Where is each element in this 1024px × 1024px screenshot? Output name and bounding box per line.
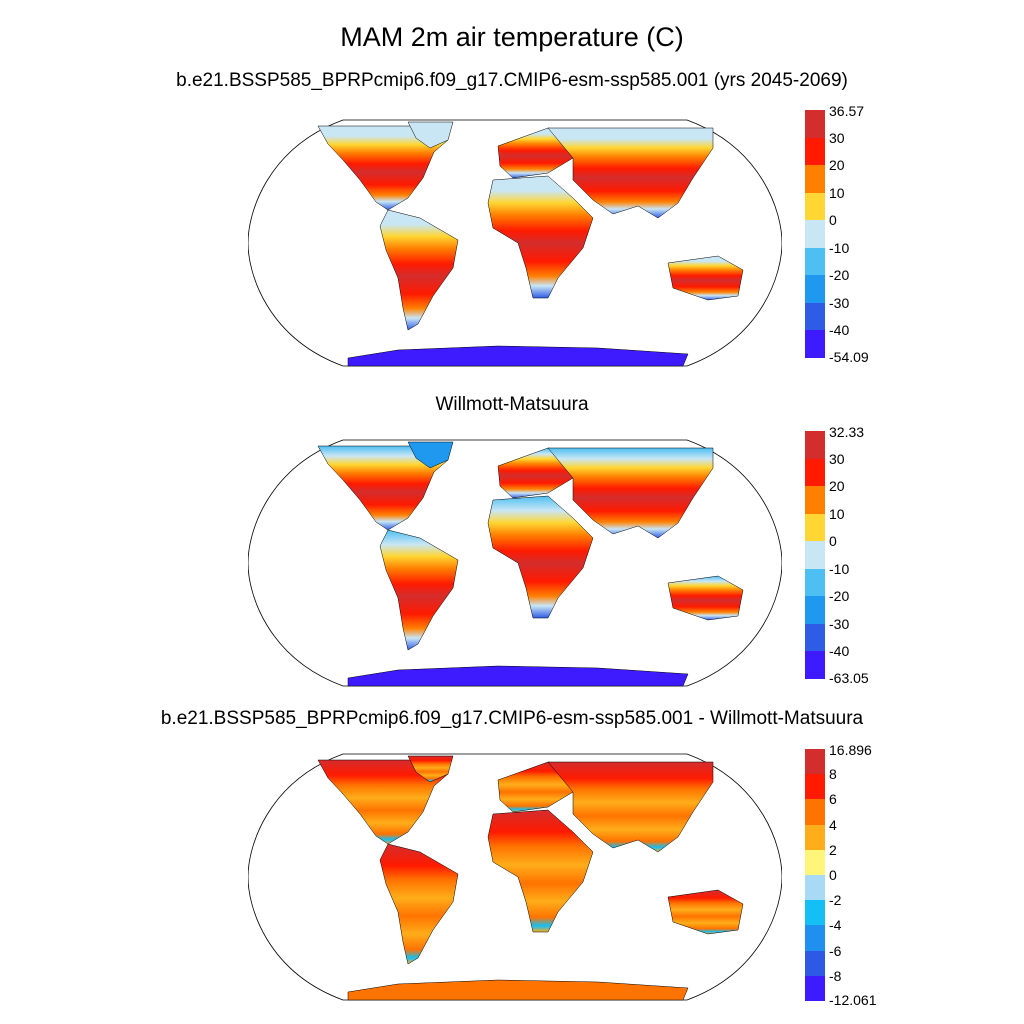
- colorbar-tick-label: 10: [829, 184, 845, 201]
- colorbar-tick-label: 6: [829, 791, 837, 808]
- figure-title: MAM 2m air temperature (C): [340, 22, 684, 52]
- colorbar-tick-label: -2: [829, 892, 842, 909]
- colorbar-segment: [805, 568, 825, 597]
- landmass-australia: [667, 889, 744, 935]
- colorbar-segment: [805, 247, 825, 276]
- colorbar-tick-label: 10: [829, 505, 845, 522]
- colorbar-segment: [805, 975, 825, 1002]
- map-difference: [248, 753, 782, 1001]
- colorbar-segment: [805, 110, 825, 139]
- panel-title-model: b.e21.BSSP585_BPRPcmip6.f09_g17.CMIP6-es…: [176, 70, 848, 91]
- colorbar-tick-label: -40: [829, 643, 850, 660]
- colorbar-tick-label: -30: [829, 615, 850, 632]
- landmass-antarctica: [347, 979, 689, 1001]
- colorbar-tick-label: -30: [829, 294, 850, 311]
- landmass-greenland: [407, 441, 454, 469]
- colorbar-segment: [805, 431, 825, 460]
- colorbar-tick-label: 20: [829, 478, 845, 495]
- landmass-australia: [667, 255, 744, 301]
- colorbar-segment: [805, 596, 825, 625]
- panel-title-diff: b.e21.BSSP585_BPRPcmip6.f09_g17.CMIP6-es…: [160, 708, 864, 729]
- colorbar-segment: [805, 623, 825, 652]
- colorbar-segment: [805, 458, 825, 487]
- colorbar-tick-label: -4: [829, 917, 842, 934]
- landmass-australia: [667, 575, 744, 621]
- colorbar-segment: [805, 541, 825, 570]
- colorbar-tick-label: -40: [829, 322, 850, 339]
- panel-title-obs: Willmott-Matsuura: [435, 394, 589, 415]
- colorbar-segment: [805, 774, 825, 800]
- colorbar-segment: [805, 849, 825, 876]
- landmass-asia: [547, 761, 714, 853]
- colorbar-min-label: -63.05: [829, 670, 869, 686]
- colorbar-segment: [805, 220, 825, 249]
- colorbar-segment: [805, 651, 825, 680]
- colorbar-max-label: 16.896: [829, 742, 872, 758]
- colorbar-tick-label: 20: [829, 157, 845, 174]
- colorbar-max-label: 36.57: [829, 103, 865, 119]
- colorbar-tick-label: 4: [829, 816, 837, 833]
- landmass-antarctica: [347, 345, 689, 367]
- colorbar-segment: [805, 275, 825, 304]
- colorbar-segment: [805, 824, 825, 851]
- colorbar-tick-label: 30: [829, 129, 845, 146]
- colorbar-tick-label: -10: [829, 560, 850, 577]
- colorbar-tick-label: 0: [829, 533, 837, 550]
- colorbar-segment: [805, 137, 825, 166]
- colorbar-tick-label: -8: [829, 967, 842, 984]
- colorbar-segment: [805, 950, 825, 977]
- landmass-africa: [487, 175, 594, 299]
- colorbar-max-label: 32.33: [829, 424, 865, 440]
- colorbar-tick-label: 0: [829, 867, 837, 883]
- landmass-asia: [547, 447, 714, 539]
- colorbar-segment: [805, 799, 825, 826]
- landmass-antarctica: [347, 665, 689, 687]
- colorbar-tick-label: -20: [829, 588, 850, 605]
- landmass-greenland: [407, 755, 454, 783]
- colorbar-model: [805, 110, 825, 359]
- landmass-asia: [547, 127, 714, 219]
- landmass-south-america: [379, 843, 459, 965]
- map-model: [248, 119, 782, 367]
- colorbar-segment: [805, 330, 825, 359]
- colorbar-segment: [805, 749, 825, 775]
- colorbar-segment: [805, 165, 825, 194]
- colorbar-tick-label: 30: [829, 450, 845, 467]
- colorbar-tick-label: 0: [829, 212, 837, 229]
- landmass-africa: [487, 495, 594, 619]
- colorbar-tick-label: -6: [829, 942, 842, 959]
- colorbar-tick-label: 8: [829, 766, 837, 783]
- colorbar-segment: [805, 513, 825, 542]
- colorbar-segment: [805, 302, 825, 331]
- colorbar-tick-label: 2: [829, 841, 837, 858]
- colorbar-tick-label: -20: [829, 267, 850, 284]
- colorbar-segment: [805, 192, 825, 221]
- colorbar-tick-label: -10: [829, 239, 850, 256]
- colorbar-segment: [805, 900, 825, 926]
- landmass-south-america: [379, 529, 459, 651]
- colorbar-observations: [805, 431, 825, 680]
- colorbar-segment: [805, 486, 825, 515]
- map-observations: [248, 439, 782, 687]
- landmass-south-america: [379, 209, 459, 331]
- landmass-africa: [487, 809, 594, 933]
- colorbar-min-label: -12.061: [829, 992, 877, 1008]
- colorbar-min-label: -54.09: [829, 349, 869, 365]
- colorbar-difference: [805, 749, 825, 1002]
- landmass-greenland: [407, 121, 454, 149]
- colorbar-segment: [805, 875, 825, 901]
- colorbar-segment: [805, 925, 825, 952]
